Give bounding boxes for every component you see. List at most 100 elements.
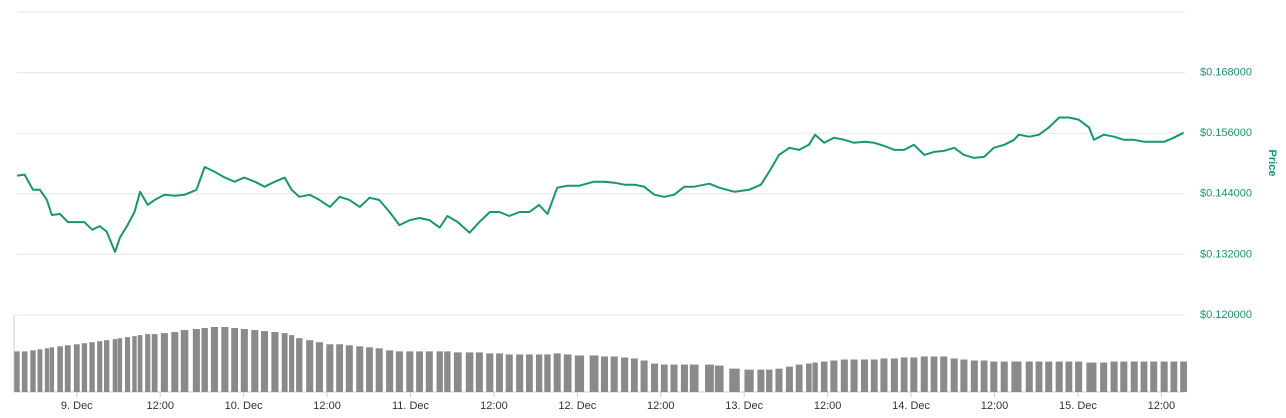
- volume-bar: [315, 342, 323, 392]
- volume-bar: [57, 346, 63, 392]
- volume-bar: [1160, 361, 1168, 392]
- x-tick-label: 14. Dec: [892, 400, 930, 412]
- volume-bar: [406, 351, 414, 392]
- volume-bar: [553, 353, 561, 392]
- volume-bar: [775, 368, 783, 392]
- volume-bar: [680, 364, 688, 392]
- volume-bar: [1025, 361, 1033, 392]
- volume-bar: [516, 354, 524, 392]
- volume-bar: [201, 328, 208, 392]
- volume-bar: [980, 360, 988, 392]
- volume-bar: [496, 353, 503, 392]
- volume-bar: [990, 361, 998, 392]
- volume-bar: [151, 334, 158, 392]
- volume-bar: [970, 360, 978, 392]
- volume-bar: [326, 344, 334, 392]
- y-tick-label: $0.144000: [1200, 188, 1252, 200]
- volume-bar: [137, 335, 143, 392]
- volume-bar: [112, 339, 118, 392]
- volume-bar: [1086, 362, 1092, 392]
- volume-bar: [1100, 362, 1108, 392]
- volume-bar: [610, 356, 618, 392]
- volume-bar: [621, 357, 629, 392]
- x-tick-label: 12:00: [647, 400, 675, 412]
- volume-bar: [830, 360, 838, 392]
- volume-bar: [1130, 361, 1138, 392]
- volume-bar: [356, 346, 364, 392]
- volume-bar: [660, 364, 668, 392]
- volume-bar: [544, 354, 551, 392]
- y-tick-label: $0.168000: [1200, 67, 1252, 79]
- volume-bar: [14, 351, 20, 392]
- y-tick-label: $0.120000: [1200, 309, 1252, 321]
- volume-bar: [81, 343, 88, 392]
- volume-bar: [171, 332, 179, 392]
- volume-bar: [1110, 361, 1118, 392]
- volume-bar: [260, 331, 269, 392]
- volume-bar: [640, 360, 648, 392]
- volume-bar: [840, 359, 848, 392]
- volume-bar: [880, 358, 888, 392]
- volume-bar: [104, 340, 110, 392]
- volume-bar: [1055, 361, 1063, 392]
- volume-bar: [251, 330, 259, 392]
- volume-bar: [651, 363, 659, 392]
- volume-bar: [486, 353, 494, 392]
- volume-bar: [1011, 361, 1017, 392]
- volume-bar: [30, 350, 36, 392]
- volume-bar: [689, 364, 699, 392]
- volume-bar: [1075, 361, 1083, 392]
- x-tick-label: 11. Dec: [392, 400, 430, 412]
- volume-bar: [44, 348, 49, 392]
- x-tick-label: 10. Dec: [225, 400, 263, 412]
- x-tick-label: 9. Dec: [61, 400, 93, 412]
- volume-bar: [714, 365, 724, 392]
- volume-bar: [475, 352, 483, 392]
- x-tick-label: 12:00: [981, 400, 1009, 412]
- volume-bar: [289, 335, 295, 392]
- volume-bar: [271, 332, 279, 392]
- volume-bar: [386, 350, 394, 392]
- volume-bar: [231, 328, 239, 392]
- x-tick-label: 12:00: [480, 400, 508, 412]
- volume-bar: [870, 359, 878, 392]
- volume-bar: [89, 342, 95, 392]
- volume-bar: [1180, 361, 1188, 392]
- volume-bar: [589, 355, 599, 392]
- volume-bar: [806, 363, 812, 392]
- volume-bar: [132, 336, 137, 392]
- volume-bar: [950, 358, 958, 392]
- volume-bar: [37, 349, 43, 392]
- volume-bar: [160, 333, 168, 392]
- volume-bar: [757, 369, 765, 392]
- volume-bar: [505, 354, 513, 392]
- volume-bar: [766, 369, 773, 392]
- volume-bar: [705, 364, 714, 392]
- volume-bar: [425, 351, 433, 392]
- volume-bar: [180, 330, 189, 392]
- y-axis-title: Price: [1266, 150, 1278, 177]
- price-line: [16, 116, 1185, 253]
- volume-bar: [900, 357, 908, 392]
- volume-bar: [21, 351, 28, 392]
- volume-bar: [795, 364, 803, 392]
- volume-bar: [366, 347, 373, 392]
- volume-bar: [210, 327, 218, 392]
- volume-bar: [306, 340, 314, 392]
- volume-bar: [820, 361, 828, 392]
- volume-bar: [436, 351, 443, 392]
- volume-bar: [1065, 361, 1073, 392]
- x-tick-label: 12:00: [1148, 400, 1176, 412]
- volume-bar: [336, 344, 343, 392]
- volume-bar: [345, 345, 353, 392]
- y-tick-label: $0.156000: [1200, 127, 1252, 139]
- volume-bar: [535, 354, 543, 392]
- volume-bar: [930, 356, 938, 392]
- volume-bar: [281, 333, 288, 392]
- volume-bar: [890, 358, 898, 392]
- x-tick-label: 12:00: [814, 400, 842, 412]
- volume-bar: [630, 358, 638, 392]
- volume-bar: [1120, 361, 1128, 392]
- volume-bar: [744, 369, 754, 392]
- volume-bar: [296, 338, 303, 392]
